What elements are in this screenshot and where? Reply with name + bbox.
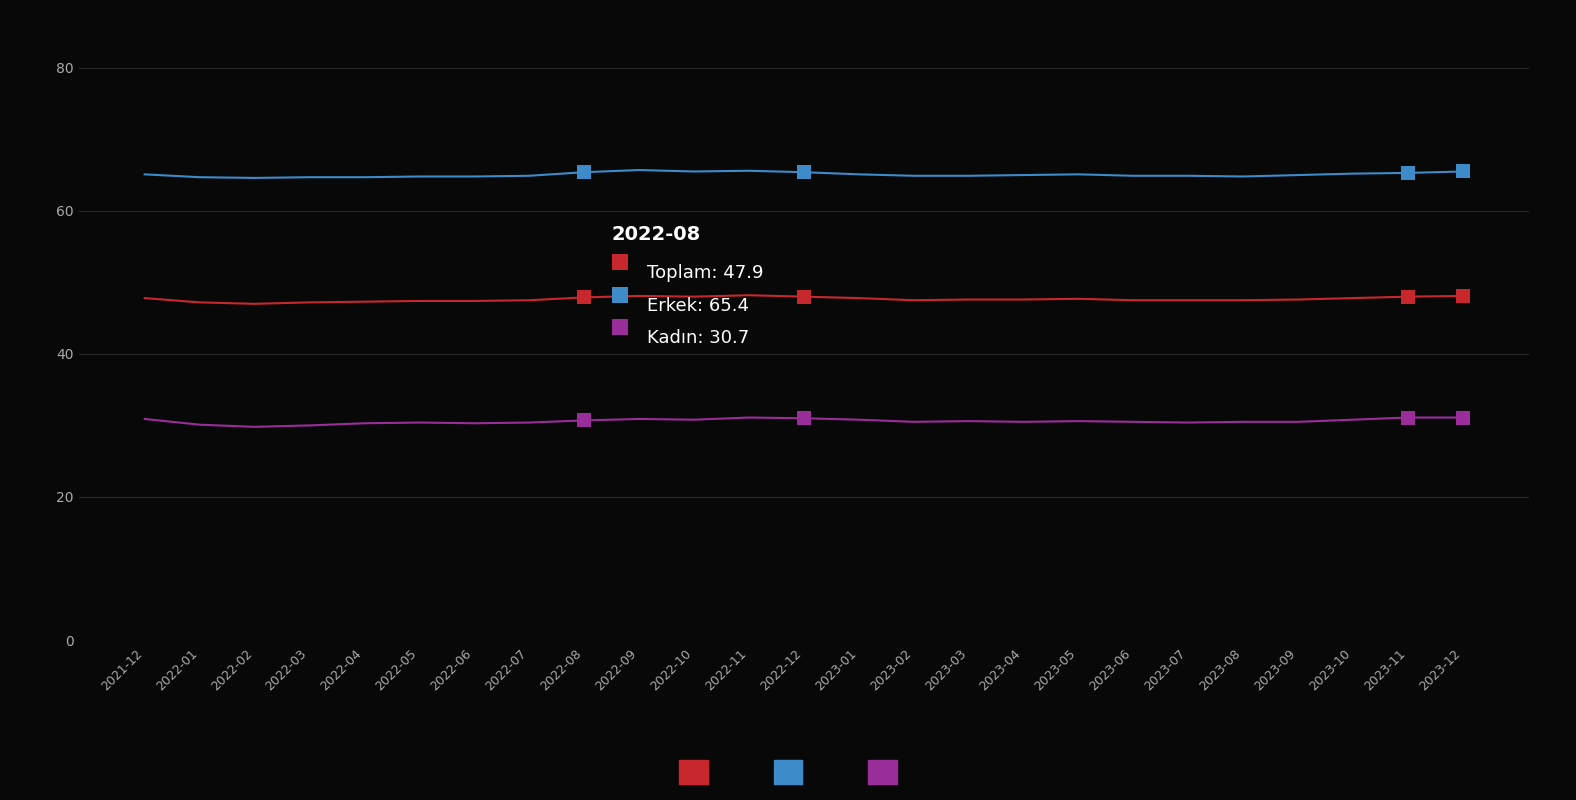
- Text: Kadın: 30.7: Kadın: 30.7: [648, 329, 750, 347]
- Text: 2022-08: 2022-08: [611, 225, 701, 244]
- Text: Erkek: 65.4: Erkek: 65.4: [648, 297, 749, 314]
- Text: Toplam: 47.9: Toplam: 47.9: [648, 265, 764, 282]
